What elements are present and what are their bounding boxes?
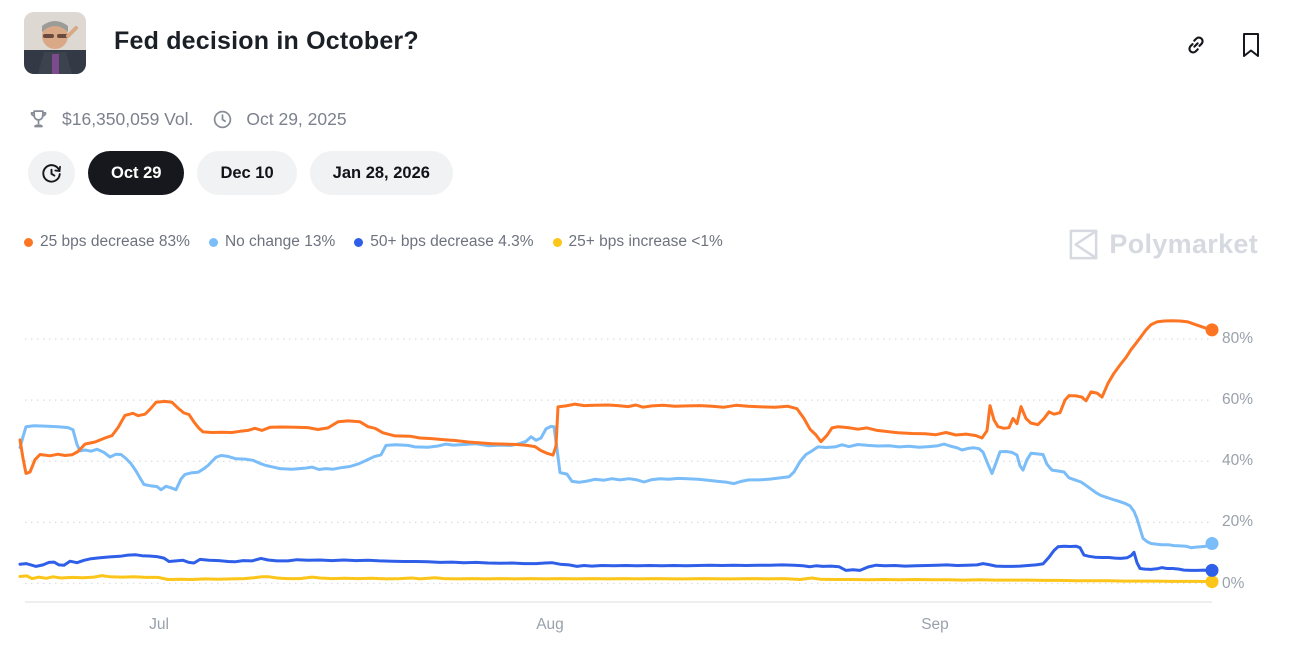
tab-jan-28-2026[interactable]: Jan 28, 2026: [309, 151, 453, 195]
y-tick-label-20: 20%: [1222, 513, 1254, 531]
legend-item-50-bps-decrease: 50+ bps decrease 4.3%: [354, 233, 534, 251]
series-line-50-bps-decrease: [18, 544, 1214, 573]
y-tick-label-60: 60%: [1222, 391, 1254, 409]
legend-label: 25 bps decrease 83%: [40, 233, 190, 250]
legend-item-no-change: No change 13%: [208, 233, 336, 251]
series-line-25-bps-decrease: [18, 319, 1214, 475]
legend-item-25-bps-decrease: 25 bps decrease 83%: [24, 233, 190, 251]
legend-dot: [208, 237, 218, 247]
outcome-date-tabs: Oct 29 Dec 10 Jan 28, 2026: [28, 151, 453, 195]
series-end-dot-25-bps-increase: [1205, 575, 1219, 589]
page-title: Fed decision in October?: [114, 27, 419, 55]
legend-dot: [24, 237, 33, 247]
legend-dot: [552, 237, 562, 247]
y-tick-label-0: 0%: [1222, 574, 1245, 592]
series-line-no-change: [18, 424, 1214, 550]
bookmark-icon[interactable]: [1239, 32, 1265, 58]
volume-text: $16,350,059 Vol.: [62, 108, 194, 129]
trophy-icon: [28, 108, 49, 130]
polymarket-wordmark: Polymarket: [1109, 229, 1258, 259]
series-line-25-bps-increase: [18, 574, 1214, 584]
y-tick-label-40: 40%: [1222, 452, 1254, 470]
x-tick-label-sep: Sep: [921, 616, 949, 633]
legend-label: 50+ bps decrease 4.3%: [370, 233, 534, 250]
y-tick-label-80: 80%: [1222, 330, 1254, 348]
series-end-dot-no-change: [1205, 537, 1219, 550]
clock-icon: [212, 109, 233, 130]
history-clock-icon[interactable]: [28, 151, 75, 195]
polymarket-logo-icon: [1070, 229, 1098, 260]
x-tick-label-jul: Jul: [149, 616, 169, 633]
market-avatar: [24, 12, 86, 74]
legend-dot: [354, 237, 364, 247]
x-tick-label-aug: Aug: [536, 616, 564, 633]
legend-item-25-bps-increase: 25+ bps increase <1%: [552, 233, 723, 251]
tab-oct-29[interactable]: Oct 29: [88, 151, 185, 195]
tab-dec-10[interactable]: Dec 10: [197, 151, 297, 195]
stats-row: $16,350,059 Vol. Oct 29, 2025: [28, 108, 347, 130]
jerome-powell-photo: [24, 12, 86, 74]
polymarket-watermark: Polymarket: [1067, 228, 1258, 261]
chart-legend: 25 bps decrease 83% No change 13% 50+ bps …: [24, 233, 723, 251]
series-end-dot-25-bps-decrease: [1205, 323, 1219, 337]
legend-label: No change 13%: [224, 233, 336, 250]
link-icon[interactable]: [1183, 32, 1209, 58]
legend-label: 25+ bps increase <1%: [568, 233, 723, 250]
end-date-text: Oct 29, 2025: [246, 108, 347, 129]
series-end-dot-50-bps-decrease: [1205, 563, 1219, 577]
